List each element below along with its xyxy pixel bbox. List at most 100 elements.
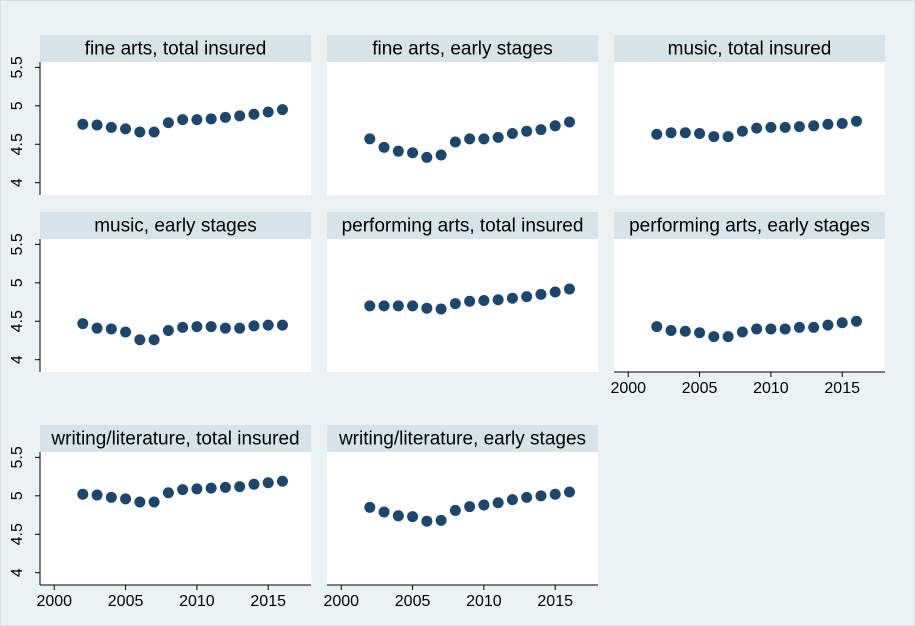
point: [708, 131, 720, 143]
x-tick-label: 2005: [395, 593, 431, 610]
point: [105, 491, 117, 503]
point: [563, 116, 575, 128]
point: [407, 147, 419, 159]
point: [751, 122, 763, 134]
point: [449, 504, 461, 516]
point: [836, 118, 848, 130]
point: [779, 323, 791, 335]
point: [248, 478, 260, 490]
point: [694, 327, 706, 339]
point: [492, 294, 504, 306]
point: [449, 136, 461, 148]
point: [549, 488, 561, 500]
point: [549, 286, 561, 298]
x-tick-label: 2015: [250, 593, 286, 610]
point: [751, 323, 763, 335]
point: [651, 128, 663, 140]
point: [120, 326, 132, 338]
point: [736, 125, 748, 137]
point: [535, 490, 547, 502]
point: [736, 326, 748, 338]
point: [234, 110, 246, 122]
point: [378, 300, 390, 312]
y-tick-label: 4: [9, 178, 26, 187]
point: [364, 133, 376, 145]
point: [421, 515, 433, 527]
plot-area: [40, 239, 311, 372]
y-tick-label: 5.5: [9, 56, 26, 78]
point: [191, 114, 203, 126]
panel-title: fine arts, total insured: [85, 39, 267, 60]
point: [435, 303, 447, 315]
point: [392, 510, 404, 522]
y-tick-label: 5: [9, 101, 26, 110]
point: [205, 113, 217, 125]
point: [177, 484, 189, 496]
point: [793, 121, 805, 133]
point: [708, 331, 720, 343]
x-tick-label: 2000: [36, 593, 72, 610]
x-tick-label: 2010: [466, 593, 502, 610]
point: [205, 482, 217, 494]
title-strip: [327, 212, 598, 239]
point: [779, 121, 791, 133]
point: [549, 120, 561, 132]
x-tick-label: 2005: [108, 593, 144, 610]
point: [765, 323, 777, 335]
point: [464, 501, 476, 513]
x-tick-label: 2010: [753, 380, 789, 397]
point: [679, 325, 691, 337]
point: [177, 321, 189, 333]
point: [364, 300, 376, 312]
point: [162, 117, 174, 129]
plot-area: [327, 452, 598, 585]
panel-title: performing arts, total insured: [342, 216, 584, 237]
panel-title: performing arts, early stages: [629, 216, 870, 237]
point: [563, 283, 575, 295]
point: [177, 114, 189, 126]
point: [563, 486, 575, 498]
point: [407, 511, 419, 523]
point: [478, 499, 490, 511]
point: [120, 123, 132, 135]
point: [722, 331, 734, 343]
point: [765, 121, 777, 133]
point: [478, 295, 490, 307]
plot-area: [614, 62, 885, 195]
y-tick-label: 5: [9, 278, 26, 287]
point: [535, 124, 547, 136]
x-tick-label: 2000: [323, 593, 359, 610]
point: [822, 319, 834, 331]
point: [392, 145, 404, 157]
point: [191, 483, 203, 495]
point: [219, 481, 231, 493]
point: [822, 118, 834, 130]
point: [91, 119, 103, 131]
point: [521, 125, 533, 137]
panel-title: music, total insured: [668, 39, 832, 60]
point: [836, 317, 848, 329]
panel-title: writing/literature, total insured: [50, 429, 299, 450]
y-tick-label: 4.5: [9, 310, 26, 332]
point: [234, 481, 246, 493]
point: [679, 127, 691, 139]
point: [77, 118, 89, 130]
point: [134, 126, 146, 138]
point: [262, 106, 274, 118]
point: [248, 108, 260, 120]
point: [378, 141, 390, 153]
point: [105, 121, 117, 133]
y-tick-label: 5.5: [9, 446, 26, 468]
x-tick-label: 2015: [537, 593, 573, 610]
point: [435, 149, 447, 161]
point: [464, 295, 476, 307]
point: [262, 319, 274, 331]
point: [407, 300, 419, 312]
plot-area: [614, 239, 885, 372]
x-tick-label: 2005: [682, 380, 718, 397]
point: [77, 488, 89, 500]
point: [91, 322, 103, 334]
point: [276, 319, 288, 331]
y-tick-label: 5.5: [9, 233, 26, 255]
